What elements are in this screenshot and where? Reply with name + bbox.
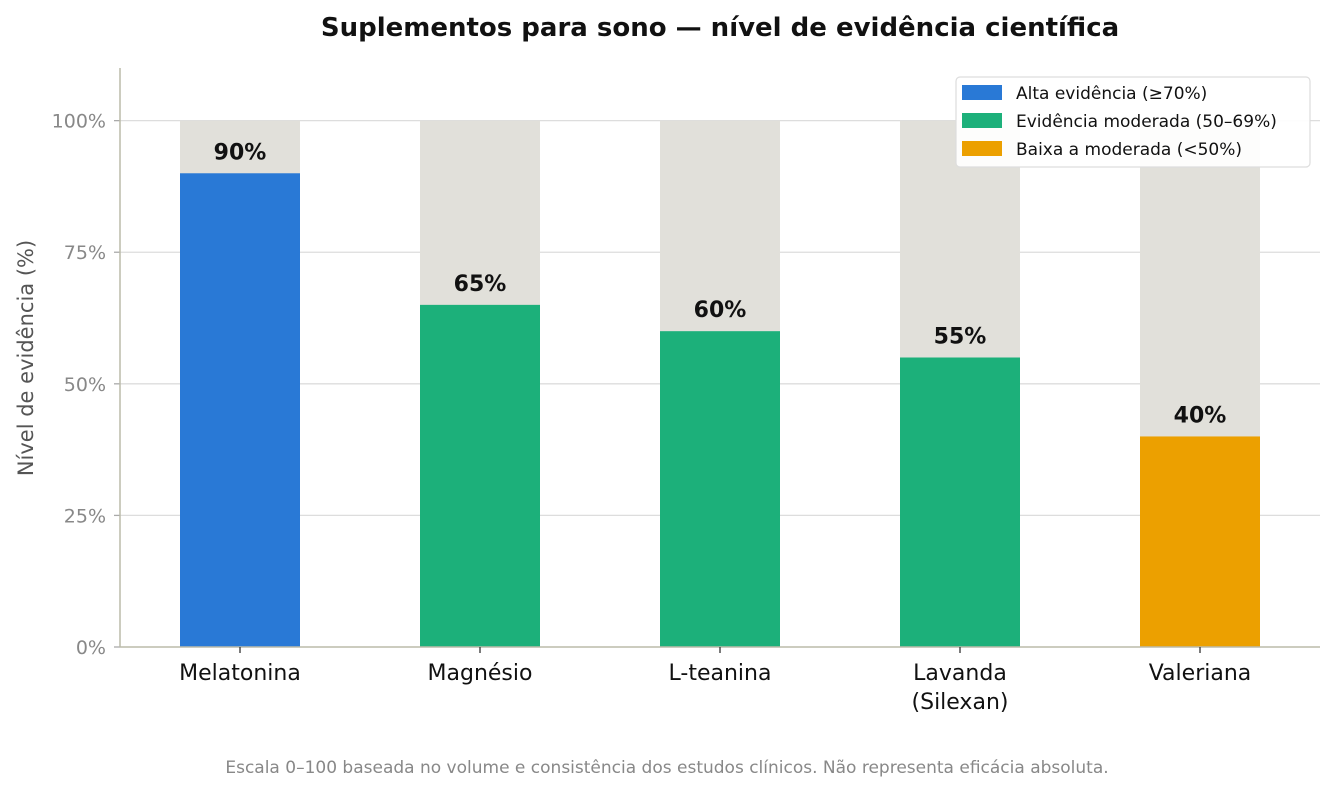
bar [180,173,300,648]
y-tick-label: 100% [52,111,106,133]
data-label: 55% [934,325,987,350]
y-tick-label: 50% [64,374,106,396]
x-tick-label: Melatonina [179,661,301,686]
legend-swatch [962,141,1002,156]
legend-swatch [962,85,1002,100]
bar [900,357,1020,647]
y-axis-label: Nível de evidência (%) [14,240,38,476]
bar [660,331,780,647]
legend-swatch [962,113,1002,128]
y-tick-label: 75% [64,242,106,264]
y-tick-label: 0% [76,637,106,659]
x-tick-label: Magnésio [428,661,533,686]
legend-label: Evidência moderada (50–69%) [1016,112,1277,132]
y-tick-label: 25% [64,505,106,527]
x-tick-label: Lavanda (Silexan) [912,661,1009,715]
bars [180,120,1260,648]
legend-label: Alta evidência (≥70%) [1016,84,1207,104]
data-label: 65% [454,272,507,297]
bar [420,304,540,647]
legend-label: Baixa a moderada (<50%) [1016,140,1242,160]
axes [114,68,1320,653]
y-tick-labels: 0% 25% 50% 75% 100% [52,111,106,659]
data-labels: 90% 65% 60% 55% 40% [214,140,1227,428]
bar [1140,436,1260,647]
data-label: 40% [1174,403,1227,428]
legend: Alta evidência (≥70%) Evidência moderada … [955,76,1311,168]
chart-title: Suplementos para sono — nível de evidênc… [321,13,1119,43]
x-tick-label: Valeriana [1149,661,1252,686]
data-label: 60% [694,298,747,323]
x-tick-labels: Melatonina Magnésio L-teanina Lavanda (Silex… [179,661,1251,715]
legend-box [955,76,1311,168]
x-tick-label: L-teanina [669,661,772,686]
data-label: 90% [214,140,267,165]
footnote: Escala 0–100 baseada no volume e consist… [225,758,1108,778]
